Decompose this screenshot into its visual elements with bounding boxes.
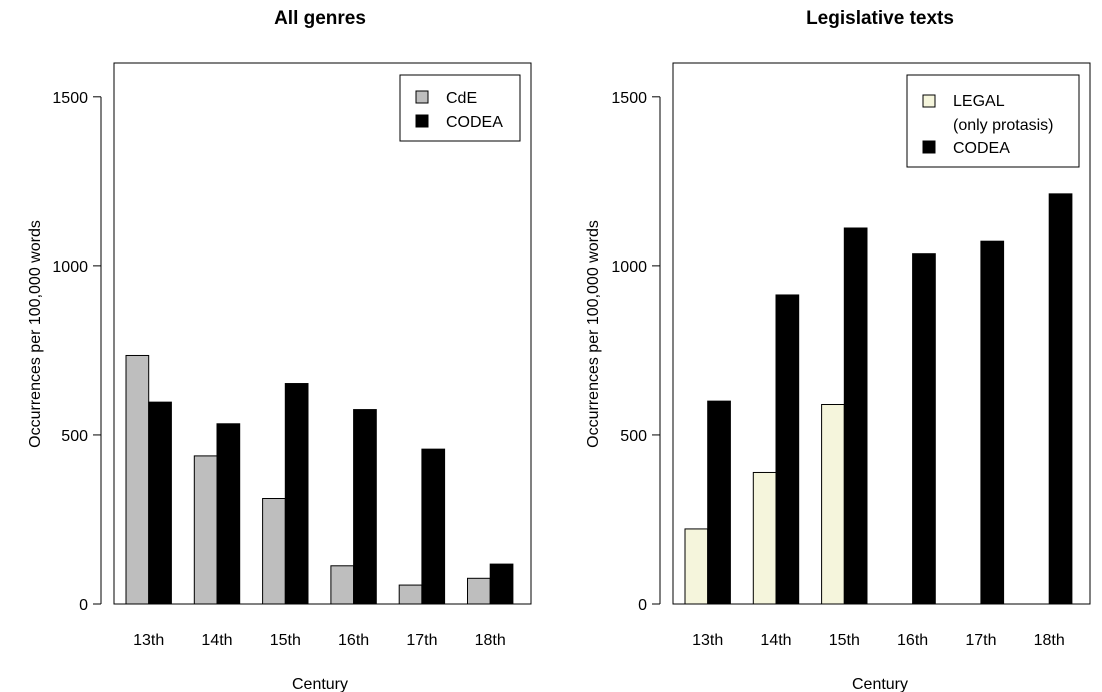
- bar-cde-14th: [193, 455, 218, 605]
- bar-codea-16th: [912, 253, 936, 605]
- legend-label-codea: CODEA: [446, 114, 503, 131]
- bar-legal-15th: [821, 404, 845, 605]
- y-tick-label: 500: [61, 428, 88, 445]
- plot-frame: [672, 62, 1091, 605]
- bar-cde-15th: [262, 498, 286, 605]
- y-axis: 0 500 1000 1500: [52, 90, 102, 614]
- x-axis-label: Century: [292, 676, 348, 692]
- bar-cde-17th: [398, 584, 423, 605]
- bar-codea-13th: [148, 401, 172, 605]
- bar-codea-18th: [1048, 193, 1073, 605]
- x-tick-labels: 13th 14th 15th 16th 17th 18th: [133, 632, 506, 649]
- chart-title: All genres: [274, 8, 366, 29]
- legend-label-codea: CODEA: [953, 140, 1010, 157]
- legend-box: [399, 74, 521, 142]
- x-tick-label: 13th: [692, 632, 723, 649]
- x-tick-label: 17th: [965, 632, 996, 649]
- x-axis-label: Century: [852, 676, 908, 692]
- legend-swatch-cde: [415, 90, 429, 104]
- legend: CdE CODEA: [399, 74, 521, 142]
- y-tick-label: 0: [638, 597, 647, 614]
- y-axis-label: Occurrences per 100,000 words: [585, 220, 602, 448]
- x-tick-label: 15th: [270, 632, 301, 649]
- bar-legal-13th: [684, 528, 709, 605]
- bar-cde-18th: [467, 577, 491, 605]
- bar-codea-18th: [489, 563, 514, 605]
- y-tick-label: 0: [79, 597, 88, 614]
- x-tick-label: 18th: [1034, 632, 1065, 649]
- bar-cde-16th: [330, 565, 355, 605]
- x-tick-label: 17th: [406, 632, 437, 649]
- legend-label-legal-line2: (only protasis): [953, 117, 1053, 134]
- bar-codea-17th: [421, 448, 446, 605]
- legend-label-cde: CdE: [446, 90, 477, 107]
- x-tick-label: 16th: [338, 632, 369, 649]
- bar-codea-15th: [843, 227, 868, 605]
- bar-legal-14th: [752, 471, 777, 605]
- legend-swatch-codea: [415, 114, 429, 128]
- x-tick-labels: 13th 14th 15th 16th 17th 18th: [692, 632, 1065, 649]
- bar-codea-16th: [353, 409, 377, 605]
- bar-codea-13th: [707, 400, 731, 605]
- bar-codea-14th: [216, 423, 241, 605]
- x-tick-label: 14th: [760, 632, 791, 649]
- legend-label-legal-line1: LEGAL: [953, 93, 1005, 110]
- bars: [125, 354, 514, 605]
- chart-title: Legislative texts: [806, 8, 954, 29]
- bar-cde-13th: [125, 354, 150, 605]
- y-tick-label: 500: [620, 428, 647, 445]
- bar-codea-17th: [980, 240, 1005, 605]
- panel-all-genres: All genres Century Occurrences per 100,0…: [27, 8, 532, 692]
- legend: LEGAL (only protasis) CODEA: [906, 74, 1080, 168]
- bar-codea-15th: [284, 383, 309, 605]
- y-tick-label: 1500: [611, 90, 647, 107]
- y-tick-label: 1500: [52, 90, 88, 107]
- bars: [684, 193, 1073, 605]
- legend-box: [906, 74, 1080, 168]
- y-axis-label: Occurrences per 100,000 words: [27, 220, 44, 448]
- x-tick-label: 16th: [897, 632, 928, 649]
- panel-legislative-texts: Legislative texts Century Occurrences pe…: [585, 8, 1091, 692]
- x-tick-label: 18th: [475, 632, 506, 649]
- y-axis: 0 500 1000 1500: [611, 90, 661, 614]
- plot-frame: [113, 62, 532, 605]
- y-tick-label: 1000: [611, 259, 647, 276]
- y-tick-label: 1000: [52, 259, 88, 276]
- legend-swatch-codea: [922, 140, 936, 154]
- legend-swatch-legal: [922, 94, 936, 108]
- x-tick-label: 13th: [133, 632, 164, 649]
- x-tick-label: 15th: [829, 632, 860, 649]
- x-tick-label: 14th: [201, 632, 232, 649]
- bar-codea-14th: [775, 294, 800, 605]
